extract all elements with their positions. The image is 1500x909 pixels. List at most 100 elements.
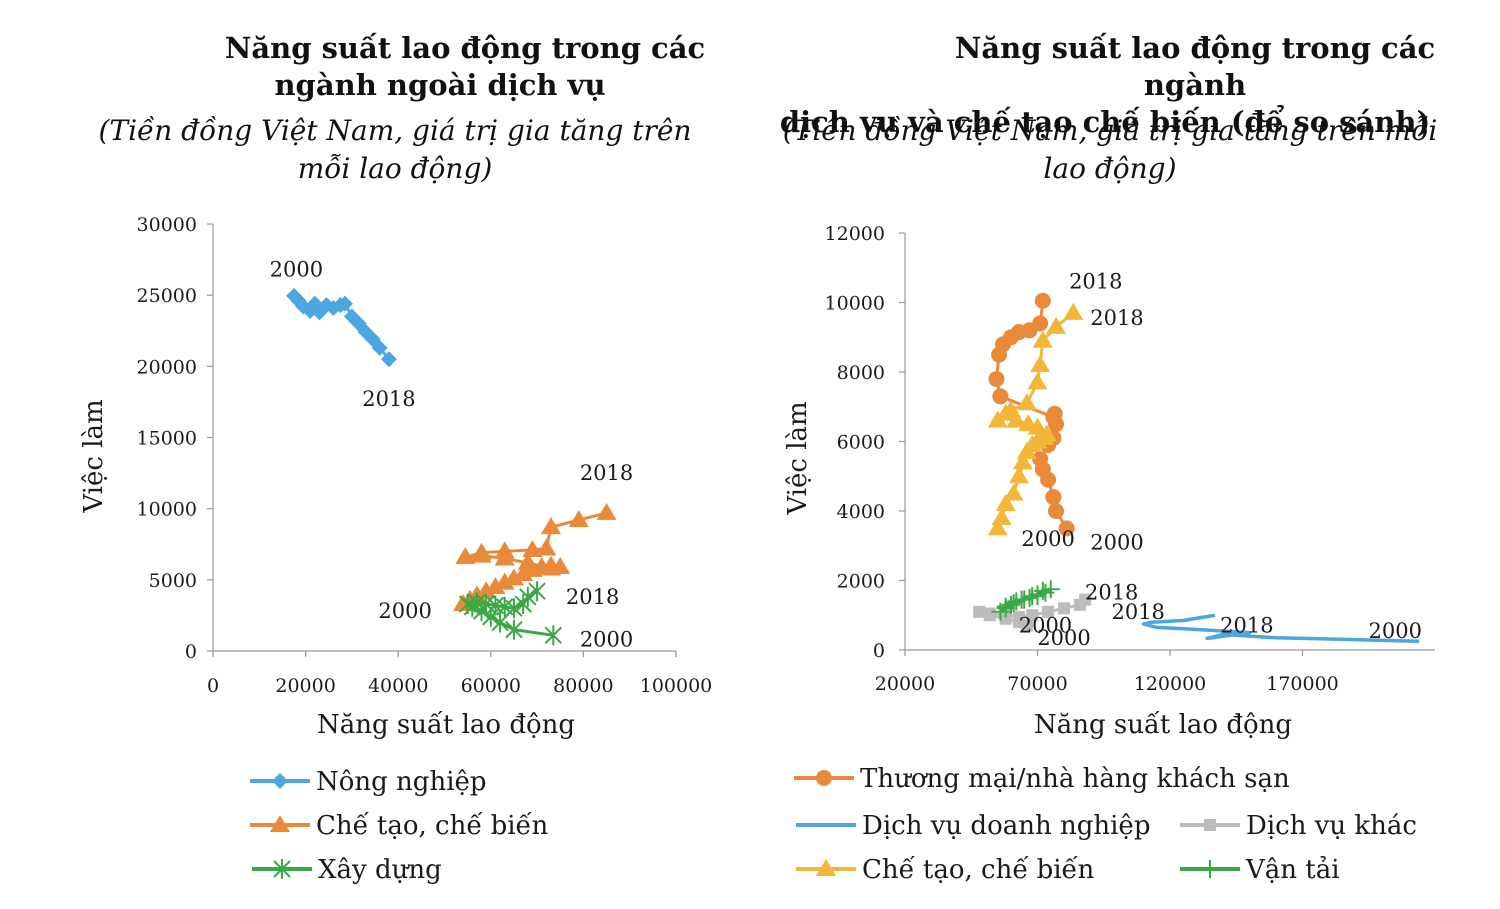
- left-series-2: [458, 581, 563, 646]
- left-year-annotation: 2018: [566, 585, 619, 609]
- left-data-point: [596, 502, 617, 520]
- right-data-point: [1058, 602, 1070, 615]
- right-data-point: [1048, 503, 1065, 519]
- right-series-line: [1141, 613, 1420, 644]
- right-data-point: [991, 507, 1012, 525]
- right-data-point: [1006, 410, 1027, 428]
- right-data-point: [1046, 316, 1067, 334]
- right-y-tick-label: 10000: [825, 293, 885, 315]
- left-legend-item: Chế tạo, chế biến: [250, 811, 549, 841]
- left-y-tick-label: 30000: [137, 214, 197, 236]
- right-legend-item: Chế tạo, chế biến: [796, 855, 1095, 885]
- right-data-point: [1012, 610, 1025, 623]
- right-x-tick-label: 120000: [1134, 673, 1207, 695]
- right-title-line-2: dịch vụ và chế tạo chế biến (để so sánh): [779, 105, 1431, 139]
- right-data-point: [1016, 393, 1037, 411]
- right-legend-label: Dịch vụ khác: [1246, 811, 1417, 841]
- right-data-point: [1032, 330, 1053, 348]
- left-chart-subtitle: (Tiền đồng Việt Nam, giá trị gia tăng tr…: [60, 112, 730, 188]
- right-y-axis-label: Việc làm: [783, 401, 813, 515]
- right-legend-item: Thương mại/nhà hàng khách sạn: [794, 764, 1290, 794]
- left-y-tick-label: 25000: [137, 285, 197, 307]
- right-year-annotation: 2018: [1069, 270, 1122, 294]
- right-data-point: [1058, 520, 1075, 537]
- right-data-point: [996, 597, 1015, 616]
- right-data-point: [1045, 409, 1062, 426]
- right-title-line-1: Năng suất lao động trong các ngành: [954, 31, 1436, 102]
- right-data-point: [995, 494, 1016, 512]
- right-chart-subtitle: (Tiền đồng Việt Nam, giá trị gia tăng tr…: [760, 112, 1460, 188]
- right-data-point: [1003, 483, 1024, 501]
- left-data-point: [568, 510, 589, 528]
- right-series-0: [988, 292, 1075, 537]
- left-legend-marker: [273, 859, 291, 879]
- left-x-tick-label: 40000: [368, 675, 428, 697]
- right-legend-label: Thương mại/nhà hàng khách sạn: [860, 764, 1290, 794]
- left-data-point: [528, 581, 546, 602]
- right-series-4: [991, 580, 1060, 621]
- right-y-tick-label: 8000: [837, 362, 885, 384]
- right-data-point: [1042, 605, 1055, 618]
- left-data-point: [371, 339, 388, 356]
- left-x-tick-label: 100000: [640, 675, 713, 697]
- left-y-axis-label: Việc làm: [79, 399, 109, 513]
- right-data-point: [1004, 594, 1023, 613]
- right-data-point: [1034, 292, 1051, 309]
- left-year-annotation: 2018: [580, 461, 633, 485]
- left-legend-item: Nông nghiệp: [250, 767, 487, 797]
- left-chart-title: Năng suất lao động trong các ngành ngoài…: [195, 30, 735, 104]
- right-year-annotation: 2018: [1085, 581, 1138, 605]
- right-chart-title: Năng suất lao động trong các ngành dịch …: [780, 30, 1490, 141]
- left-data-point: [455, 547, 476, 565]
- right-data-point: [1030, 355, 1051, 373]
- right-x-tick-label: 70000: [1007, 673, 1067, 695]
- left-y-tick-label: 20000: [137, 356, 197, 378]
- left-chart: 0 5000 10000 15000 20000 25000 30000 0 20000 4000…: [79, 214, 712, 740]
- right-subtitle-line-1: (Tiền đồng Việt Nam, giá trị gia tăng tr…: [782, 114, 1438, 147]
- right-data-point: [1001, 400, 1021, 418]
- right-data-point: [1015, 590, 1034, 609]
- left-data-point: [476, 581, 497, 599]
- right-data-point: [1027, 372, 1048, 390]
- left-data-point: [471, 542, 492, 560]
- left-data-point: [491, 612, 509, 633]
- right-legend-item: Vận tải: [1180, 855, 1340, 885]
- left-title-line-2: ngành ngoài dịch vụ: [274, 68, 606, 102]
- right-subtitle-line-2: lao động): [1043, 152, 1177, 185]
- left-data-point: [540, 517, 561, 535]
- right-y-tick-label: 2000: [837, 571, 885, 593]
- right-legend-label: Chế tạo, chế biến: [862, 855, 1095, 885]
- right-legend-marker: [816, 859, 836, 876]
- left-data-point: [544, 625, 563, 646]
- right-year-annotation: 2018: [1220, 614, 1273, 638]
- right-series-1: [1141, 613, 1420, 644]
- left-data-point: [536, 538, 557, 556]
- right-data-point: [992, 388, 1009, 405]
- right-data-point: [983, 607, 996, 620]
- left-subtitle-line-2: mỗi lao động): [297, 152, 493, 185]
- left-data-point: [503, 568, 524, 586]
- left-legend-label: Chế tạo, chế biến: [316, 811, 549, 841]
- left-year-annotation: 2018: [362, 387, 415, 411]
- left-data-point: [494, 572, 515, 590]
- right-x-tick-label: 20000: [875, 673, 935, 695]
- right-data-point: [1032, 315, 1049, 332]
- right-data-point: [987, 518, 1008, 536]
- right-year-annotation: 2000: [1019, 614, 1072, 638]
- left-legend-marker: [272, 773, 288, 789]
- right-data-point: [973, 605, 986, 618]
- right-chart: 0 2000 4000 6000 8000 10000 12000 20000 70000 120…: [783, 223, 1435, 740]
- right-legend-item: Dịch vụ doanh nghiệp: [796, 811, 1150, 841]
- left-y-tick-label: 15000: [137, 428, 197, 450]
- right-y-tick-label: 6000: [837, 432, 885, 454]
- right-legend-item: Dịch vụ khác: [1180, 811, 1417, 841]
- right-legend-marker: [1204, 819, 1216, 831]
- right-x-axis-label: Năng suất lao động: [1034, 710, 1292, 740]
- right-data-point: [1045, 489, 1062, 506]
- left-legend-label: Xây dựng: [318, 855, 442, 885]
- right-y-tick-label: 12000: [825, 223, 885, 245]
- left-x-tick-label: 20000: [275, 675, 335, 697]
- right-year-annotation: 2018: [1090, 306, 1143, 330]
- right-data-point: [1026, 609, 1039, 622]
- left-title-line-1: Năng suất lao động trong các: [224, 31, 706, 65]
